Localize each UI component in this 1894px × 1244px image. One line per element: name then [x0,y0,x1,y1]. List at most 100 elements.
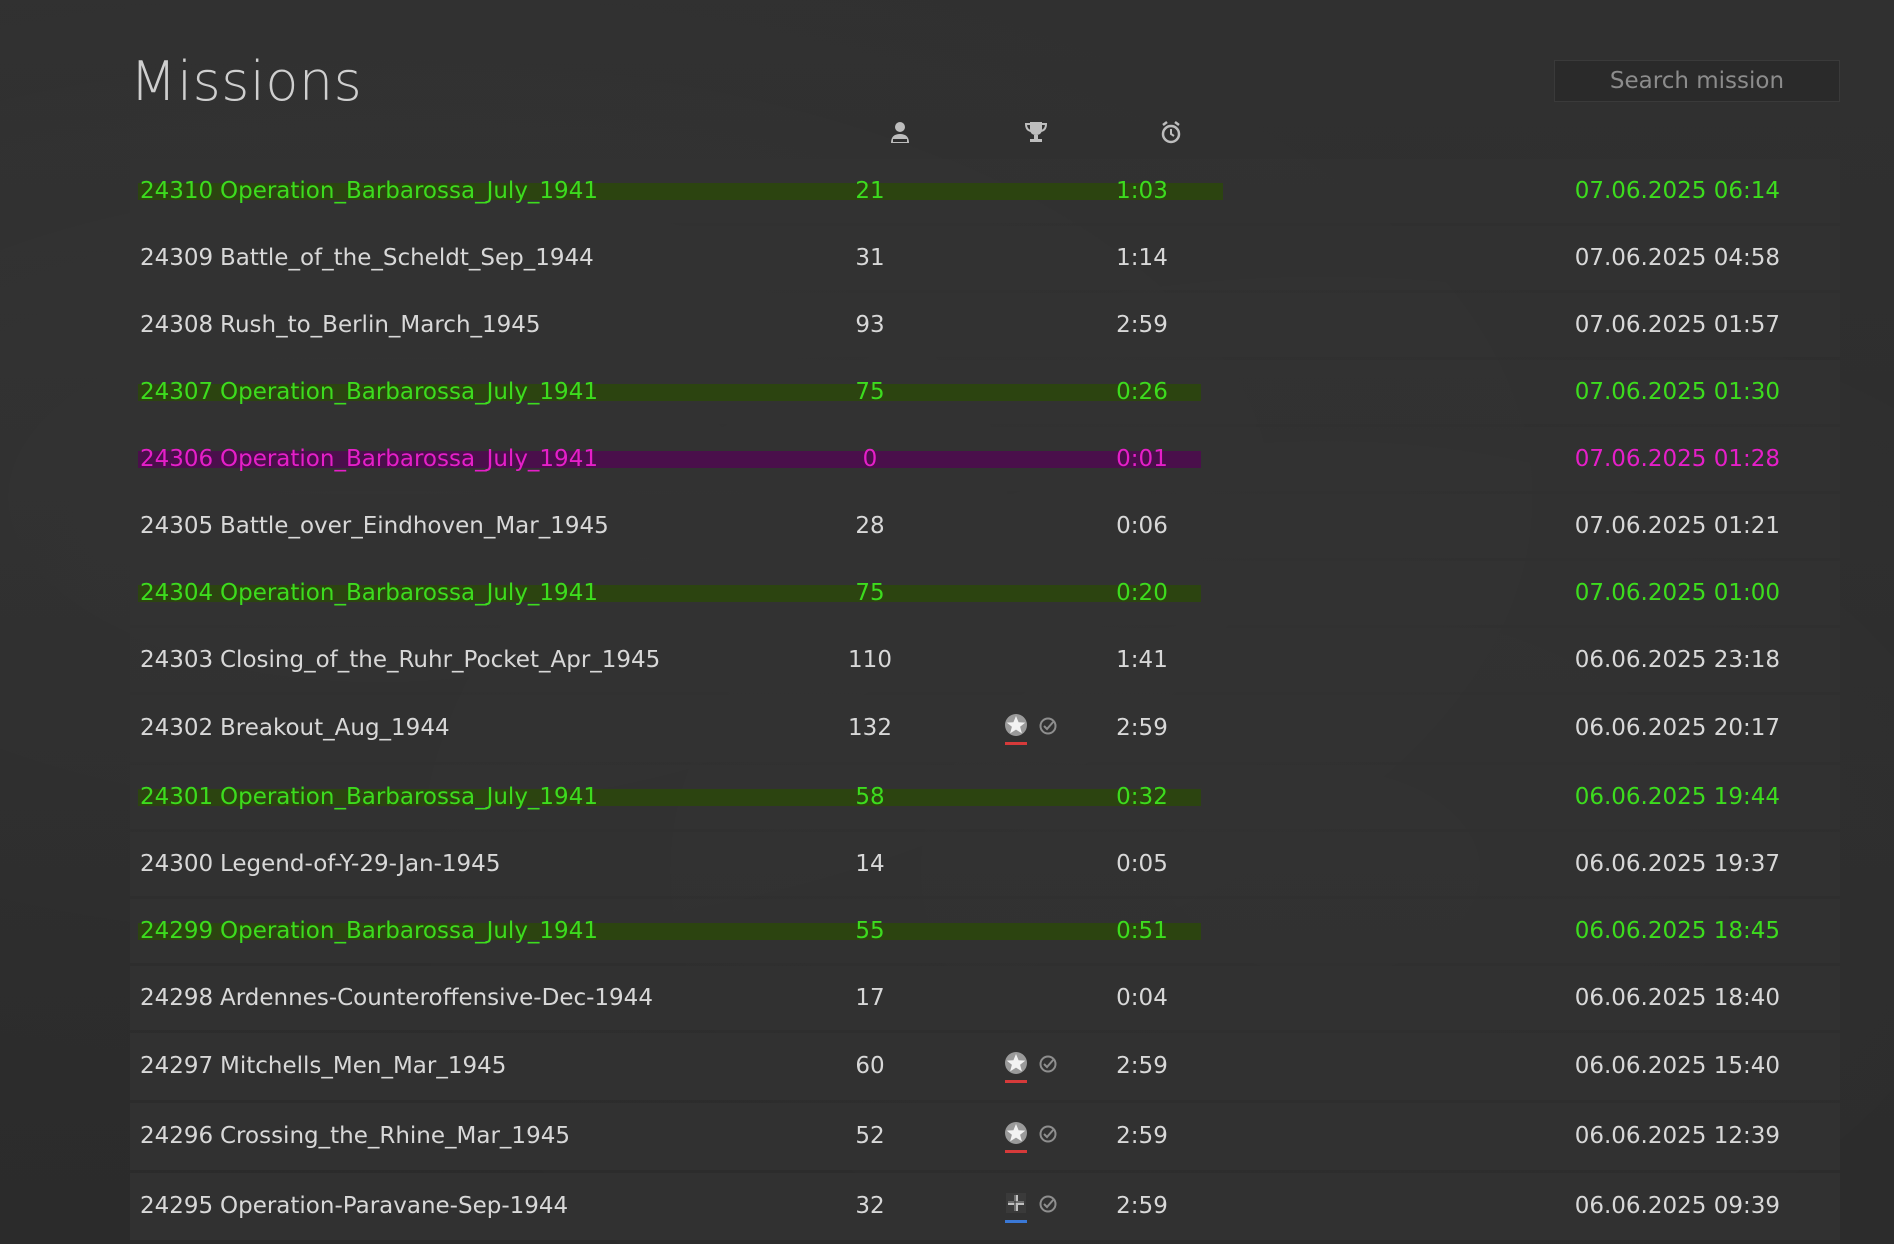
table-row[interactable]: 24304 Operation_Barbarossa_July_1941 75 0:2… [130,561,1840,625]
table-row[interactable]: 24297 Mitchells_Men_Mar_1945 60 2:59 06.06.2… [130,1033,1840,1100]
mission-players: 75 [855,580,885,606]
mission-badges [1004,713,1058,747]
mission-duration: 0:05 [1116,851,1168,877]
table-row[interactable]: 24310 Operation_Barbarossa_July_1941 21 1:0… [130,159,1840,223]
mission-name: Operation_Barbarossa_July_1941 [220,784,598,810]
mission-duration: 0:32 [1116,784,1168,810]
result-bar [138,183,1223,200]
mission-duration: 2:59 [1116,1123,1168,1149]
mission-name: Battle_over_Eindhoven_Mar_1945 [220,513,609,539]
mission-date: 06.06.2025 09:39 [1574,1193,1780,1219]
mission-badges [1004,1121,1058,1155]
mission-id: 24295 [140,1193,214,1219]
mission-id: 24307 [140,379,214,405]
mission-id: 24296 [140,1123,214,1149]
mission-duration: 1:41 [1116,647,1168,673]
mission-id: 24300 [140,851,214,877]
table-row[interactable]: 24305 Battle_over_Eindhoven_Mar_1945 28 0:0… [130,494,1840,558]
mission-date: 07.06.2025 01:57 [1574,312,1780,338]
star-icon [1004,1051,1028,1083]
mission-name: Operation-Paravane-Sep-1944 [220,1193,569,1219]
check-icon [1038,1191,1058,1217]
table-row[interactable]: 24306 Operation_Barbarossa_July_1941 0 0:01… [130,427,1840,491]
clock-icon[interactable] [1158,118,1184,146]
trophy-icon[interactable] [1023,118,1049,146]
mission-duration: 2:59 [1116,312,1168,338]
mission-name: Operation_Barbarossa_July_1941 [220,918,598,944]
result-bar [138,789,1201,806]
check-icon [1038,713,1058,739]
mission-id: 24298 [140,985,214,1011]
mission-date: 06.06.2025 18:40 [1574,985,1780,1011]
mission-players: 55 [855,918,885,944]
mission-players: 60 [855,1053,885,1079]
mission-id: 24305 [140,513,214,539]
table-row[interactable]: 24295 Operation-Paravane-Sep-1944 32 2:59 06… [130,1173,1840,1240]
mission-duration: 0:20 [1116,580,1168,606]
mission-duration: 1:14 [1116,245,1168,271]
mission-id: 24308 [140,312,214,338]
mission-date: 07.06.2025 04:58 [1574,245,1780,271]
mission-id: 24301 [140,784,214,810]
mission-name: Operation_Barbarossa_July_1941 [220,379,598,405]
mission-date: 06.06.2025 18:45 [1574,918,1780,944]
table-row[interactable]: 24299 Operation_Barbarossa_July_1941 55 0:5… [130,899,1840,963]
mission-name: Operation_Barbarossa_July_1941 [220,446,598,472]
mission-duration: 0:04 [1116,985,1168,1011]
mission-date: 07.06.2025 01:30 [1574,379,1780,405]
mission-players: 0 [862,446,878,472]
mission-name: Mitchells_Men_Mar_1945 [220,1053,507,1079]
mission-date: 07.06.2025 01:28 [1574,446,1780,472]
mission-name: Ardennes-Counteroffensive-Dec-1944 [220,985,653,1011]
mission-date: 07.06.2025 01:00 [1574,580,1780,606]
mission-players: 75 [855,379,885,405]
mission-date: 06.06.2025 19:44 [1574,784,1780,810]
cross-icon [1004,1191,1028,1223]
players-icon[interactable] [887,118,913,146]
result-bar [138,923,1201,940]
mission-duration: 0:51 [1116,918,1168,944]
mission-name: Operation_Barbarossa_July_1941 [220,580,598,606]
mission-name: Closing_of_the_Ruhr_Pocket_Apr_1945 [220,647,661,673]
mission-date: 07.06.2025 06:14 [1574,178,1780,204]
result-bar [138,451,1201,468]
table-row[interactable]: 24298 Ardennes-Counteroffensive-Dec-1944 1… [130,966,1840,1030]
mission-date: 06.06.2025 12:39 [1574,1123,1780,1149]
mission-date: 06.06.2025 23:18 [1574,647,1780,673]
search-input[interactable] [1554,60,1840,102]
result-bar [138,384,1201,401]
mission-date: 06.06.2025 19:37 [1574,851,1780,877]
mission-duration: 0:01 [1116,446,1168,472]
star-icon [1004,1121,1028,1153]
mission-id: 24297 [140,1053,214,1079]
mission-name: Operation_Barbarossa_July_1941 [220,178,598,204]
mission-id: 24299 [140,918,214,944]
mission-id: 24304 [140,580,214,606]
mission-duration: 2:59 [1116,1053,1168,1079]
table-row[interactable]: 24302 Breakout_Aug_1944 132 2:59 06.06.2025 … [130,695,1840,762]
mission-players: 32 [855,1193,885,1219]
mission-date: 06.06.2025 15:40 [1574,1053,1780,1079]
table-row[interactable]: 24296 Crossing_the_Rhine_Mar_1945 52 2:59 06… [130,1103,1840,1170]
table-row[interactable]: 24307 Operation_Barbarossa_July_1941 75 0:2… [130,360,1840,424]
mission-players: 14 [855,851,885,877]
table-row[interactable]: 24300 Legend-of-Y-29-Jan-1945 14 0:05 06.06.… [130,832,1840,896]
mission-duration: 1:03 [1116,178,1168,204]
result-bar [138,585,1201,602]
table-row[interactable]: 24303 Closing_of_the_Ruhr_Pocket_Apr_1945… [130,628,1840,692]
mission-players: 31 [855,245,885,271]
missions-page: Missions 24310Operation_Barbarossa_July_… [130,0,1840,1244]
mission-duration: 0:06 [1116,513,1168,539]
mission-name: Battle_of_the_Scheldt_Sep_1944 [220,245,594,271]
table-row[interactable]: 24309 Battle_of_the_Scheldt_Sep_1944 31 1:1… [130,226,1840,290]
table-row[interactable]: 24301 Operation_Barbarossa_July_1941 58 0:3… [130,765,1840,829]
mission-duration: 2:59 [1116,1193,1168,1219]
page-title: Missions [130,50,363,113]
check-icon [1038,1051,1058,1077]
table-row[interactable]: 24308 Rush_to_Berlin_March_1945 93 2:59 07.0… [130,293,1840,357]
mission-date: 06.06.2025 20:17 [1574,715,1780,741]
mission-players: 52 [855,1123,885,1149]
check-icon [1038,1121,1058,1147]
mission-players: 21 [855,178,885,204]
mission-id: 24306 [140,446,214,472]
